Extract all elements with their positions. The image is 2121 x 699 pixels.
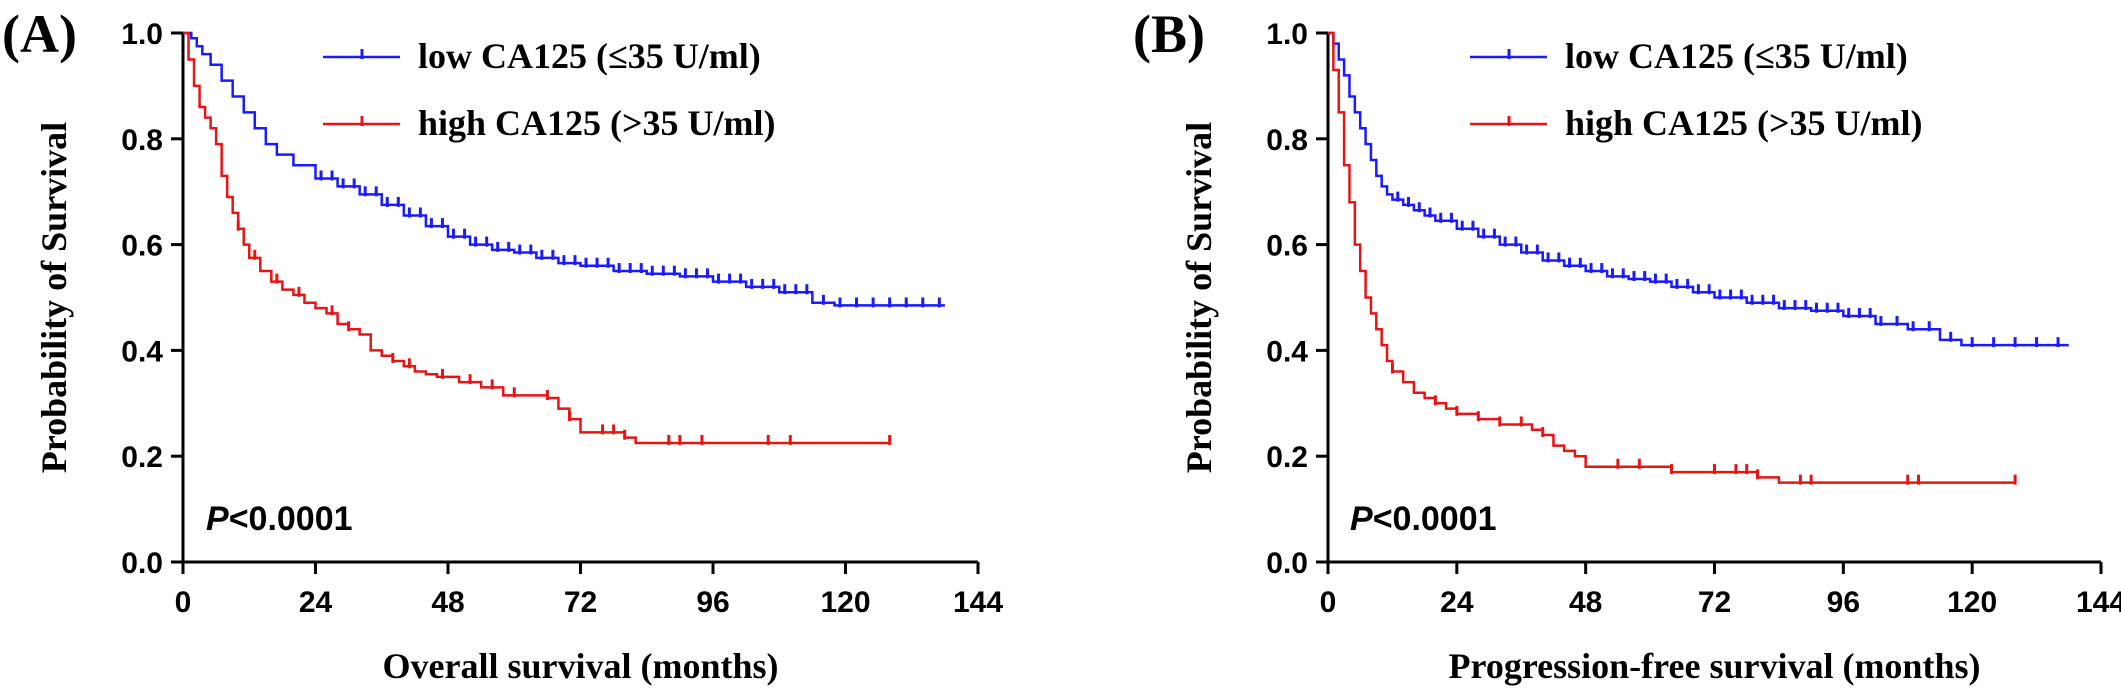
x-tick-label: 144 [2076, 586, 2121, 619]
panel-a: (A) 0.0 0.2 0.4 0.6 0.8 1.0 0 24 48 72 96 120 144 Prob… [2, 4, 1003, 686]
x-tick-label: 48 [431, 586, 464, 619]
x-tick-label: 96 [696, 586, 729, 619]
p-value-annotation: P<0.0001 [1350, 500, 1497, 538]
series-low-ca125 [1328, 31, 2069, 348]
survival-curve [1328, 31, 2016, 484]
legend-label: low CA125 (≤35 U/ml) [418, 36, 761, 76]
x-tick-label: 0 [1320, 586, 1337, 619]
x-axis-label: Progression-free survival (months) [1449, 646, 1981, 686]
panel-label: (A) [2, 4, 77, 64]
y-tick-label: 0.8 [1266, 124, 1308, 157]
x-axis-label: Overall survival (months) [383, 646, 779, 686]
legend-label: low CA125 (≤35 U/ml) [1565, 36, 1908, 76]
survival-curve [183, 31, 890, 445]
legend-item-high: high CA125 (>35 U/ml) [1470, 103, 1923, 143]
y-tick-label: 0.4 [1266, 335, 1308, 368]
y-tick-label: 1.0 [121, 18, 163, 51]
x-tick-label: 24 [1440, 586, 1474, 619]
y-tick-label: 0.0 [1266, 547, 1308, 580]
series-low-ca125 [183, 31, 945, 308]
y-axis-label: Probability of Survival [34, 122, 74, 473]
legend-label: high CA125 (>35 U/ml) [418, 103, 776, 143]
y-tick-label: 0.6 [1266, 230, 1308, 263]
x-tick-label: 0 [175, 586, 192, 619]
y-axis-label: Probability of Survival [1179, 122, 1219, 473]
y-tick-label: 0.6 [121, 230, 163, 263]
legend-item-low: low CA125 (≤35 U/ml) [323, 36, 761, 76]
legend-item-high: high CA125 (>35 U/ml) [323, 103, 776, 143]
x-tick-label: 120 [820, 586, 870, 619]
p-value-text: <0.0001 [229, 500, 353, 538]
survival-curve [183, 31, 945, 307]
series-high-ca125 [1328, 31, 2017, 485]
y-tick-label: 0.4 [121, 335, 163, 368]
x-tick-label: 24 [299, 586, 333, 619]
panel-label: (B) [1133, 4, 1205, 64]
series-high-ca125 [183, 31, 892, 445]
legend-label: high CA125 (>35 U/ml) [1565, 103, 1923, 143]
x-tick-label: 144 [953, 586, 1003, 619]
y-tick-label: 0.2 [1266, 441, 1308, 474]
p-value-text: <0.0001 [1373, 500, 1497, 538]
p-value-symbol: P [1350, 500, 1373, 538]
x-tick-label: 72 [564, 586, 597, 619]
legend-item-low: low CA125 (≤35 U/ml) [1470, 36, 1908, 76]
x-tick-label: 120 [1947, 586, 1997, 619]
panel-b: (B) 0.0 0.2 0.4 0.6 0.8 1.0 0 24 48 72 96 120 144 Prob… [1133, 4, 2121, 686]
x-tick-label: 48 [1569, 586, 1602, 619]
y-tick-label: 0.2 [121, 441, 163, 474]
y-tick-label: 1.0 [1266, 18, 1308, 51]
p-value-annotation: P<0.0001 [206, 500, 353, 538]
p-value-symbol: P [206, 500, 229, 538]
x-tick-label: 96 [1827, 586, 1860, 619]
x-tick-label: 72 [1698, 586, 1731, 619]
y-tick-label: 0.0 [121, 547, 163, 580]
y-tick-label: 0.8 [121, 124, 163, 157]
survival-curve [1328, 31, 2069, 347]
